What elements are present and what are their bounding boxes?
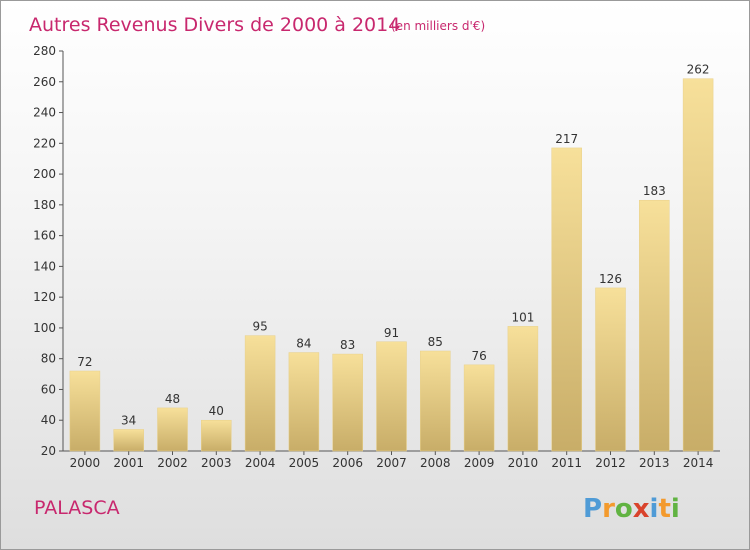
brand-logo: Proxiti xyxy=(583,494,680,524)
bar-2000 xyxy=(69,370,101,452)
x-tick-label-2012: 2012 xyxy=(595,456,626,470)
value-label-2004: 95 xyxy=(252,320,267,334)
brand-letter: r xyxy=(602,494,615,524)
y-tick-label: 180 xyxy=(33,198,56,212)
value-label-2012: 126 xyxy=(599,272,622,286)
y-tick-label: 140 xyxy=(33,259,56,273)
x-tick-label-2002: 2002 xyxy=(157,456,188,470)
axes: 20 40 60 80 100 120 140 160 180 200 220 240 260 280 20… xyxy=(33,44,720,470)
bar-2011 xyxy=(551,147,582,452)
bar-2003 xyxy=(201,419,232,452)
y-tick-label: 60 xyxy=(41,382,56,396)
x-tick-label-2011: 2011 xyxy=(551,456,582,470)
x-tick-label-2013: 2013 xyxy=(639,456,670,470)
value-label-2010: 101 xyxy=(511,310,534,324)
bar-2009 xyxy=(463,364,495,452)
x-tick-label-2008: 2008 xyxy=(420,456,451,470)
bars xyxy=(69,78,714,452)
x-tick-label-2006: 2006 xyxy=(332,456,363,470)
brand-letter: o xyxy=(615,494,633,524)
brand-letter: i xyxy=(671,494,680,524)
brand-letter: P xyxy=(583,494,602,524)
value-label-2013: 183 xyxy=(643,184,666,198)
x-tick-label-2001: 2001 xyxy=(113,456,144,470)
y-tick-label: 100 xyxy=(33,321,56,335)
value-label-2005: 84 xyxy=(296,337,311,351)
x-tick-label-2003: 2003 xyxy=(201,456,232,470)
y-tick-label: 80 xyxy=(41,352,56,366)
brand-letter: t xyxy=(658,494,670,524)
y-tick-label: 280 xyxy=(33,44,56,58)
unit-note: (en milliers d'€) xyxy=(391,19,485,33)
bar-2005 xyxy=(288,352,320,452)
place-name: PALASCA xyxy=(34,497,120,519)
x-tick-label-2004: 2004 xyxy=(245,456,276,470)
value-label-2001: 34 xyxy=(121,413,136,427)
chart-title: Autres Revenus Divers de 2000 à 2014 xyxy=(29,14,400,36)
x-tick-label-2010: 2010 xyxy=(508,456,539,470)
value-label-2003: 40 xyxy=(209,404,224,418)
y-tick-label: 40 xyxy=(41,413,56,427)
bar-2013 xyxy=(639,199,670,452)
bar-2006 xyxy=(332,353,363,452)
value-label-2014: 262 xyxy=(687,63,710,77)
value-label-2009: 76 xyxy=(471,349,486,363)
y-tick-label: 200 xyxy=(33,167,56,181)
y-tick-label: 160 xyxy=(33,229,56,243)
brand-letter: x xyxy=(633,494,650,524)
x-tick-label-2007: 2007 xyxy=(376,456,407,470)
y-tick-label: 220 xyxy=(33,136,56,150)
bar-2008 xyxy=(420,350,451,452)
x-tick-label-2005: 2005 xyxy=(289,456,320,470)
value-labels: 72 34 48 40 95 84 83 91 85 76 101 217 126 183 262 xyxy=(77,63,709,428)
value-label-2006: 83 xyxy=(340,338,355,352)
value-label-2000: 72 xyxy=(77,355,92,369)
bar-2001 xyxy=(113,429,144,452)
y-tick-label: 240 xyxy=(33,106,56,120)
x-tick-label-2009: 2009 xyxy=(464,456,495,470)
y-tick-label: 20 xyxy=(41,444,56,458)
bar-2010 xyxy=(507,326,539,452)
bar-2007 xyxy=(376,341,407,452)
x-tick-label-2000: 2000 xyxy=(70,456,101,470)
bar-2012 xyxy=(595,287,626,452)
value-label-2011: 217 xyxy=(555,132,578,146)
bar-2004 xyxy=(244,335,276,452)
value-label-2007: 91 xyxy=(384,326,399,340)
value-label-2002: 48 xyxy=(165,392,180,406)
bar-2002 xyxy=(157,407,188,452)
y-tick-label: 120 xyxy=(33,290,56,304)
brand-letter: i xyxy=(650,494,659,524)
y-tick-label: 260 xyxy=(33,75,56,89)
value-label-2008: 85 xyxy=(428,335,443,349)
bar-2014 xyxy=(682,78,714,452)
x-tick-label-2014: 2014 xyxy=(683,456,714,470)
